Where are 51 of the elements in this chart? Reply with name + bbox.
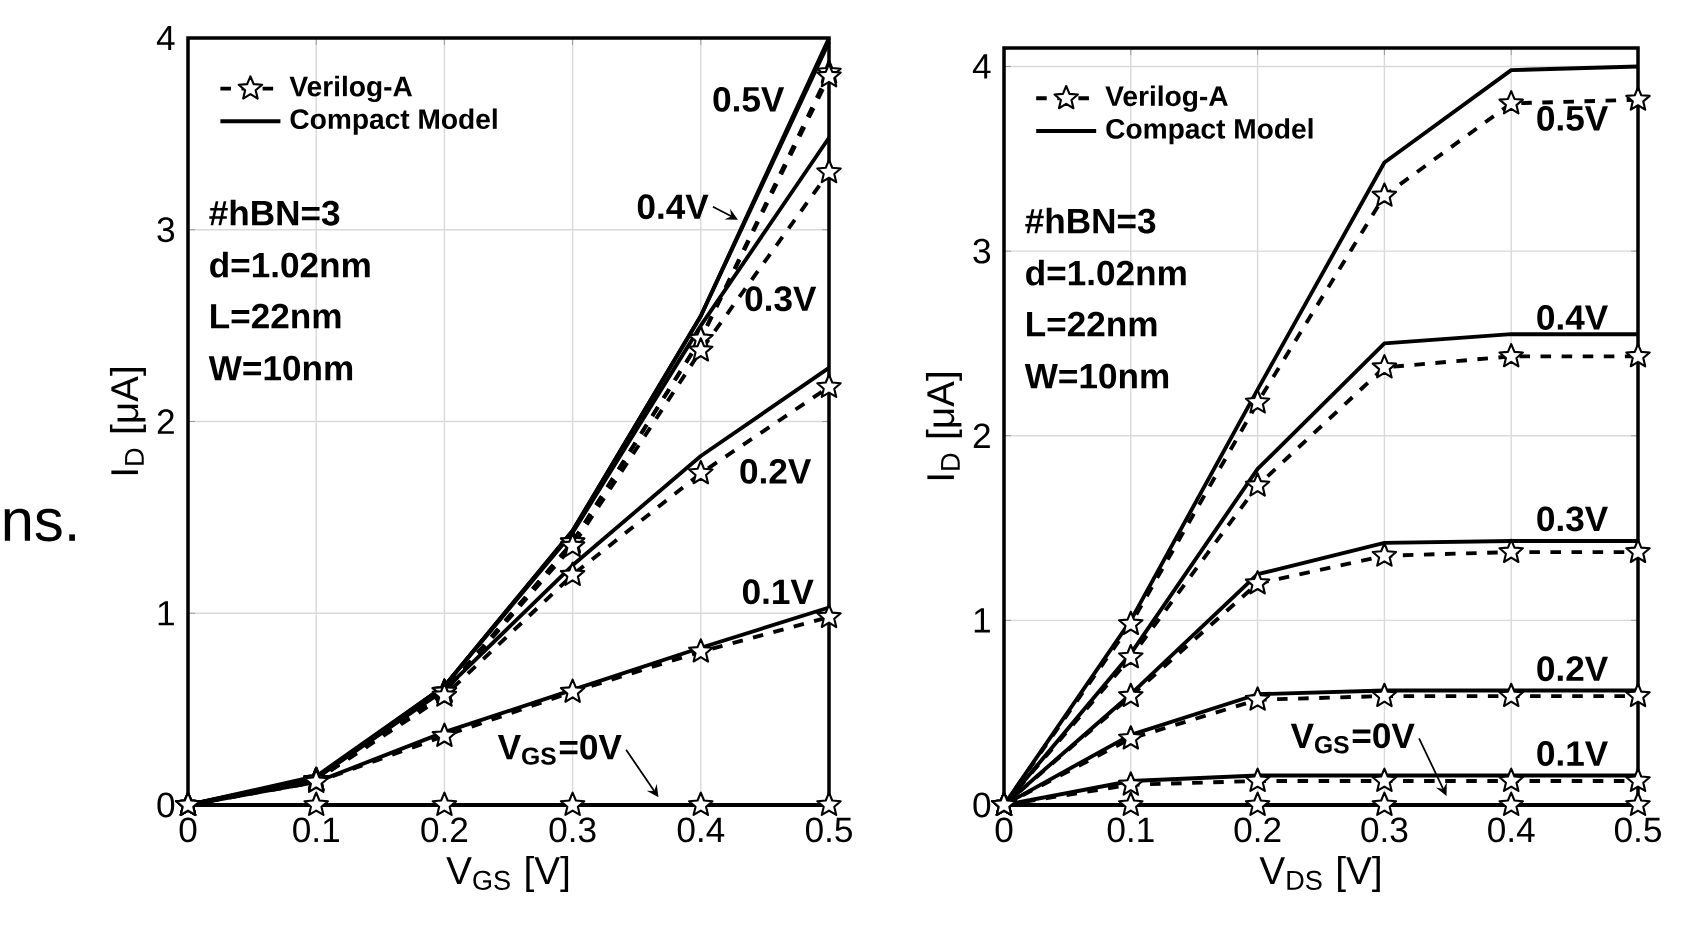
legend-label: Verilog-A [1105, 85, 1228, 112]
annotation: V$_{GS}$=0V [497, 734, 622, 765]
y-axis-title: I$_{D}$ [μA] [109, 368, 146, 475]
annotation: 0.1V [742, 579, 814, 605]
annotation: 0.5V [713, 86, 785, 112]
y-tick-label: 1 [158, 601, 174, 626]
y-tick-label: 3 [157, 217, 175, 243]
y-tick-label: 2 [973, 423, 990, 449]
x-tick-label: 0 [995, 817, 1013, 843]
x-tick-label: 0.4 [1488, 817, 1535, 843]
annotation: W=10nm [208, 355, 353, 381]
text: ns. [4, 508, 75, 542]
x-tick-label: 0.1 [293, 817, 339, 843]
x-tick-label: 0.3 [1361, 817, 1408, 843]
y-tick-label: 4 [972, 54, 991, 79]
x-tick-label: 0.5 [805, 817, 852, 843]
annotation: W=10nm [1024, 363, 1169, 389]
x-tick-label: 0.5 [1614, 817, 1661, 843]
x-tick-label: 0.1 [1107, 817, 1154, 843]
x-tick-label: 0.3 [549, 817, 596, 843]
x-axis-title: V$_{DS}$ [V] [1259, 855, 1380, 892]
annotation: 0.2V [1537, 656, 1608, 682]
x-tick-label: 0.4 [677, 817, 725, 843]
y-tick-label: 2 [157, 409, 174, 434]
x-tick-label: 0.2 [1234, 817, 1281, 843]
annotation: 0.1V [1537, 741, 1608, 766]
y-tick-label: 4 [156, 25, 175, 51]
annotation: 0.3V [1537, 506, 1608, 532]
x-tick-label: 0 [179, 817, 197, 843]
annotation: #hBN=3 [209, 199, 340, 226]
annotation: V$_{GS}$=0V [1290, 723, 1415, 754]
y-tick-label: 1 [974, 608, 990, 633]
annotation: 0.2V [740, 458, 812, 484]
annotation: L=22nm [1027, 311, 1157, 337]
x-tick-label: 0.2 [421, 817, 468, 843]
annotation: L=22nm [211, 303, 341, 329]
legend-label: Compact Model [1106, 118, 1313, 145]
legend-label: Verilog-A [289, 75, 413, 103]
legend-label: Compact Model [290, 108, 497, 135]
annotation: #hBN=3 [1025, 207, 1156, 234]
annotation: d=1.02nm [1026, 259, 1186, 286]
annotation: 0.4V [637, 194, 709, 220]
y-tick-label: 0 [157, 792, 175, 818]
y-tick-label: 3 [973, 238, 991, 264]
annotation: 0.5V [1537, 105, 1608, 131]
y-tick-label: 0 [973, 792, 991, 818]
y-axis-title: I$_{D}$ [μA] [925, 373, 962, 480]
x-axis-title: V$_{GS}$ [V] [446, 855, 569, 892]
annotation: d=1.02nm [210, 251, 370, 278]
annotation: 0.4V [1537, 305, 1608, 330]
annotation: 0.3V [745, 286, 817, 312]
